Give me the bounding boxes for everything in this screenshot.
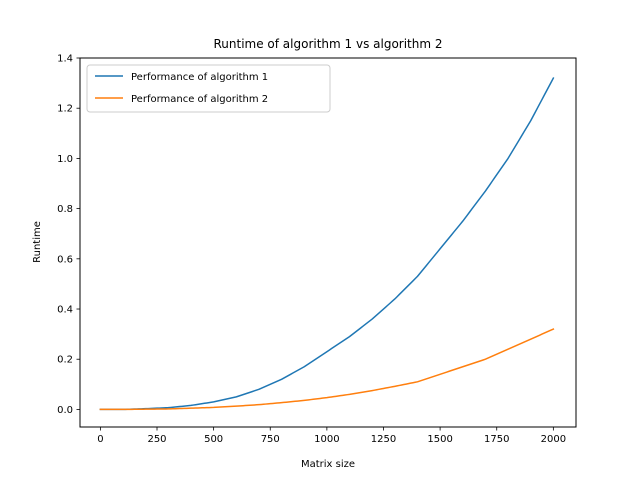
x-tick-label: 1250 [371, 434, 396, 445]
x-axis: 0 250 500 750 1000 1250 1500 1750 2000 [97, 427, 566, 445]
x-tick-label: 250 [147, 434, 166, 445]
x-axis-label: Matrix size [301, 459, 355, 470]
plot-area [79, 57, 577, 428]
x-tick-label: 500 [204, 434, 223, 445]
chart-title: Runtime of algorithm 1 vs algorithm 2 [213, 37, 442, 51]
x-tick-label: 1000 [314, 434, 339, 445]
x-tick-label: 0 [97, 434, 103, 445]
y-tick-label: 0.4 [57, 305, 73, 316]
y-tick-label: 0.2 [57, 355, 73, 366]
x-tick-label: 2000 [541, 434, 566, 445]
y-tick-label: 0.0 [57, 405, 73, 416]
legend-label-series-1: Performance of algorithm 1 [131, 72, 268, 83]
x-tick-label: 1500 [427, 434, 452, 445]
y-tick-label: 0.6 [57, 254, 73, 265]
legend: Performance of algorithm 1 Performance o… [86, 64, 331, 113]
y-tick-label: 1.0 [57, 154, 73, 165]
y-axis: 0.0 0.2 0.4 0.6 0.8 1.0 1.2 1.4 [57, 54, 80, 416]
y-tick-label: 1.4 [57, 54, 73, 65]
x-tick-label: 750 [261, 434, 280, 445]
series-line-2 [99, 328, 555, 411]
plot-frame [79, 57, 577, 428]
series-line-1 [99, 77, 555, 411]
legend-label-series-2: Performance of algorithm 2 [131, 94, 268, 105]
x-tick-label: 1750 [484, 434, 509, 445]
y-tick-label: 0.8 [57, 204, 73, 215]
legend-box [86, 64, 331, 113]
y-axis-label: Runtime [32, 221, 43, 263]
series-layer [99, 77, 555, 411]
y-tick-label: 1.2 [57, 104, 73, 115]
